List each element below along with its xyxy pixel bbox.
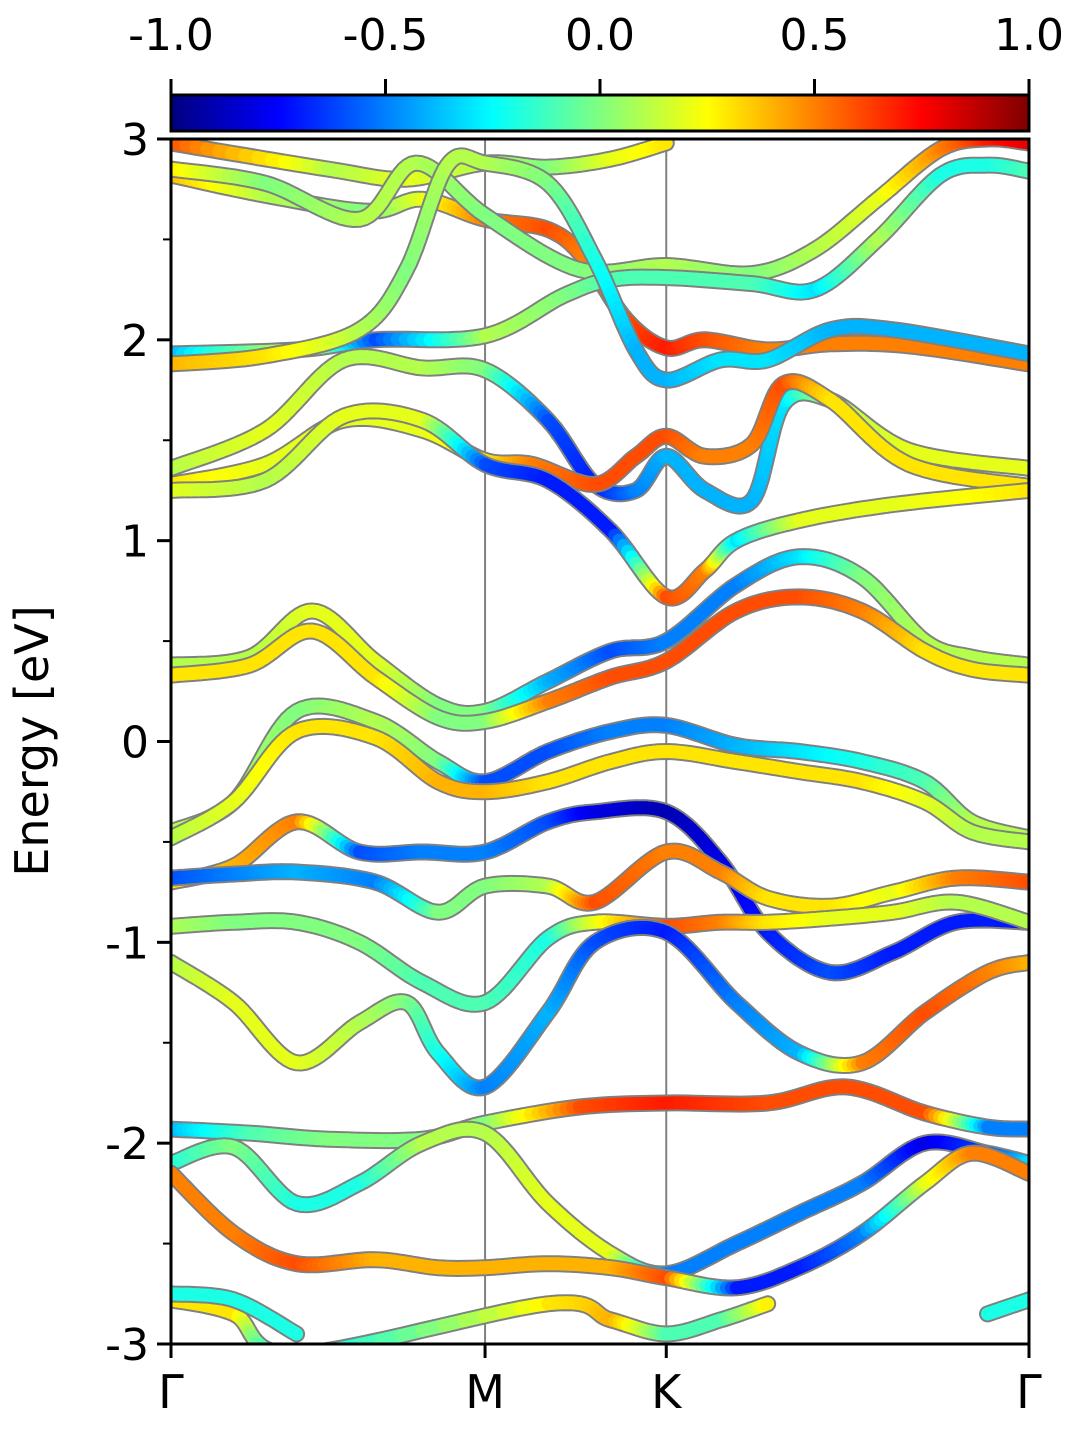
band-7: [171, 402, 1029, 607]
band-11: [171, 717, 1029, 851]
y-axis-label: Energy [eV]: [5, 605, 59, 876]
band-segment: [278, 1353, 287, 1354]
band-segment: [287, 1326, 304, 1341]
band-segment: [260, 1341, 272, 1344]
colorbar-tick-label: 0.5: [780, 10, 850, 61]
band-segment: [271, 1351, 278, 1353]
band-9: [171, 588, 1029, 732]
y-tick-label: -2: [105, 1119, 149, 1170]
band-19: [171, 1291, 777, 1354]
band-14: [171, 893, 1029, 1013]
colorbar-tick-label: -1.0: [128, 10, 214, 61]
band-13: [171, 842, 1029, 921]
band-segment: [309, 1351, 324, 1353]
plot-area: -3 -2 -1 0 1 2 3 Γ M K Γ: [105, 115, 1042, 1419]
colorbar-tick-label: -0.5: [343, 10, 429, 61]
band-segment: [657, 139, 673, 151]
x-tick-label: Γ: [158, 1365, 184, 1419]
band-segment: [297, 1353, 310, 1354]
y-axis-ticks: -3 -2 -1 0 1 2 3: [105, 115, 171, 1371]
colorbar-ticks: -1.0 -0.5 0.0 0.5 1.0: [128, 10, 1064, 95]
band-21: [979, 1291, 1029, 1323]
colorbar-tick-label: 1.0: [994, 10, 1064, 61]
colorbar: -1.0 -0.5 0.0 0.5 1.0: [128, 10, 1064, 133]
y-tick-label: -1: [105, 918, 149, 969]
band-segment: [326, 1341, 347, 1344]
band-4: [171, 147, 1029, 389]
y-tick-label: 0: [121, 718, 149, 769]
x-tick-label: Γ: [1016, 1365, 1042, 1419]
colorbar-tick-label: 0.0: [565, 10, 635, 61]
x-tick-label: M: [465, 1365, 505, 1419]
band-16: [171, 1078, 1029, 1150]
band-18: [171, 1144, 1029, 1297]
band-17: [171, 1120, 1029, 1283]
y-tick-label: 3: [121, 115, 149, 166]
band-segment: [253, 1338, 270, 1344]
band-lines: [171, 139, 1029, 1354]
band-20: [171, 1285, 306, 1343]
band-segment: [759, 1297, 775, 1311]
y-tick-label: 1: [121, 517, 149, 568]
colorbar-gradient: [169, 93, 1031, 133]
y-tick-label: -3: [105, 1320, 149, 1371]
x-tick-label: K: [651, 1365, 683, 1419]
y-tick-label: 2: [121, 316, 149, 367]
band-12: [171, 799, 1029, 982]
band-8: [171, 548, 1029, 722]
